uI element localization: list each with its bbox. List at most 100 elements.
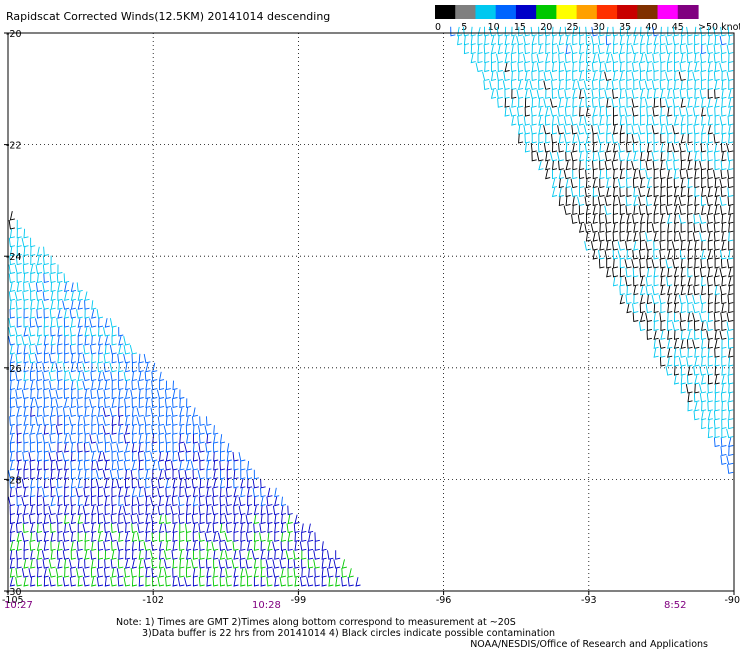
wind-barb: [638, 62, 646, 73]
wind-barb: [50, 362, 56, 373]
wind-barb: [674, 357, 680, 367]
wind-barb: [204, 532, 212, 542]
wind-barb: [673, 53, 680, 64]
wind-barb: [29, 371, 36, 382]
wind-barb: [694, 80, 700, 90]
wind-barb: [714, 258, 720, 269]
wind-barb: [22, 523, 29, 533]
wind-barb: [660, 160, 666, 171]
wind-barb: [631, 62, 639, 73]
wind-barb: [57, 541, 63, 551]
wind-barb: [673, 178, 680, 189]
wind-barb: [727, 196, 734, 206]
wind-barb: [198, 496, 205, 507]
wind-barb: [618, 142, 625, 153]
wind-barb: [98, 487, 104, 498]
wind-barb: [714, 375, 720, 385]
wind-barb: [694, 276, 700, 287]
wind-barb: [84, 300, 90, 310]
wind-barb: [16, 273, 22, 283]
wind-barb: [279, 559, 287, 569]
wind-barb: [118, 514, 124, 525]
wind-barb: [503, 71, 510, 81]
wind-barb: [111, 478, 117, 489]
wind-barb: [57, 434, 63, 444]
wind-barb: [619, 214, 625, 224]
wind-barb: [70, 568, 76, 578]
wind-barb: [57, 344, 63, 355]
wind-barb: [694, 142, 700, 153]
wind-barb: [137, 532, 144, 542]
wind-barb: [16, 246, 22, 257]
wind-barb: [83, 460, 90, 471]
wind-barb: [714, 303, 720, 314]
wind-barb: [165, 576, 171, 587]
wind-barb: [645, 205, 652, 215]
wind-barb: [694, 249, 700, 260]
wind-barb: [102, 416, 110, 426]
wind-barb: [145, 532, 151, 542]
wind-barb: [64, 282, 70, 292]
wind-barb: [266, 576, 273, 587]
wind-barb: [226, 443, 232, 453]
wind-barb: [225, 505, 232, 516]
wind-barb: [9, 300, 15, 310]
wind-barb: [220, 443, 226, 453]
wind-barb: [272, 568, 280, 578]
wind-barb: [16, 416, 22, 426]
wind-barb: [558, 80, 564, 90]
wind-barb: [538, 44, 544, 55]
wind-barb: [103, 362, 110, 373]
wind-barb: [42, 282, 49, 292]
wind-barb: [84, 532, 90, 542]
wind-barb: [585, 214, 591, 224]
legend-label: >50 knots: [698, 22, 740, 33]
wind-barb: [118, 416, 124, 426]
wind-barb: [14, 264, 22, 275]
wind-barb: [163, 425, 171, 435]
wind-barb: [572, 62, 578, 73]
wind-barb: [666, 196, 673, 206]
wind-barb: [77, 434, 83, 444]
wind-barb: [158, 434, 165, 444]
wind-barb: [225, 496, 232, 507]
wind-barb: [131, 371, 137, 382]
wind-barb: [577, 196, 585, 206]
wind-barb: [48, 559, 56, 569]
wind-barb: [198, 559, 205, 569]
wind-barb: [706, 276, 713, 287]
wind-barb: [619, 276, 625, 287]
wind-barb: [707, 419, 713, 430]
wind-barb: [579, 187, 585, 198]
wind-barb: [640, 116, 646, 126]
wind-barb: [612, 107, 619, 117]
wind-barb: [55, 487, 63, 498]
wind-barb: [667, 142, 673, 153]
wind-barb: [9, 568, 15, 578]
wind-barb: [314, 568, 320, 578]
wind-barb: [131, 532, 137, 542]
wind-barb: [16, 514, 22, 525]
wind-barb: [16, 425, 22, 435]
wind-barb: [104, 550, 110, 560]
wind-barb: [727, 401, 734, 412]
wind-barb: [260, 541, 266, 551]
wind-barb: [658, 339, 666, 349]
wind-barb: [646, 151, 652, 162]
wind-barb: [692, 294, 700, 305]
wind-barb: [564, 107, 571, 117]
wind-barb: [294, 514, 300, 525]
wind-barb: [699, 89, 707, 99]
wind-barb: [231, 559, 239, 569]
wind-barb: [700, 53, 707, 64]
wind-barb: [76, 541, 83, 551]
wind-barb: [631, 160, 639, 171]
wind-barb: [144, 452, 151, 462]
wind-barb: [612, 26, 619, 37]
wind-barb: [63, 273, 70, 283]
wind-barb: [138, 443, 144, 453]
wind-barb: [49, 309, 56, 319]
wind-barb: [714, 205, 720, 215]
legend-label: 5: [461, 22, 467, 33]
wind-barb: [64, 568, 70, 578]
